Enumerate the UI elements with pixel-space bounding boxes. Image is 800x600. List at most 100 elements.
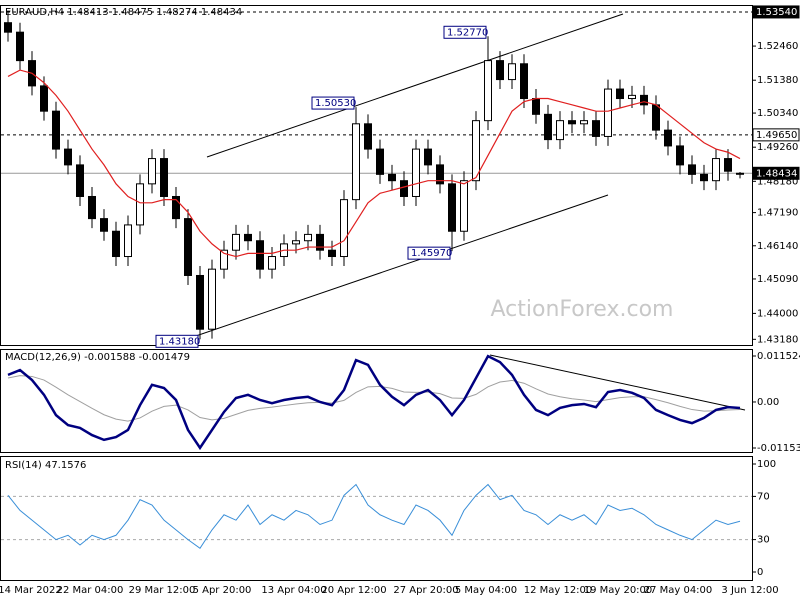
y-tick-label: 1.52460 bbox=[757, 41, 798, 52]
candle-body bbox=[76, 164, 84, 197]
y-tick-label: 70 bbox=[757, 491, 770, 502]
y-tick-label: 0.011524 bbox=[757, 351, 800, 362]
candle-body bbox=[316, 233, 324, 251]
candle-body bbox=[736, 172, 744, 175]
signal-line bbox=[7, 375, 741, 422]
watermark: ActionForex.com bbox=[491, 297, 674, 322]
panel-title: MACD(12,26,9) -0.001588 -0.001479 bbox=[5, 352, 190, 363]
moving-average bbox=[7, 69, 741, 258]
candle-body bbox=[220, 249, 228, 270]
y-tick-label: 1.46140 bbox=[757, 241, 798, 252]
price-box bbox=[752, 166, 800, 180]
annotation-label: 1.45970 bbox=[411, 248, 452, 259]
annotation-box bbox=[311, 96, 355, 110]
candle-body bbox=[364, 123, 372, 150]
candle-body bbox=[412, 148, 420, 197]
y-tick-label: 0 bbox=[757, 567, 763, 578]
candle-body bbox=[472, 120, 480, 182]
candle-body bbox=[532, 98, 540, 115]
candle-body bbox=[724, 158, 732, 172]
candle-body bbox=[484, 60, 492, 122]
x-tick-label: 14 Mar 2022 bbox=[0, 585, 62, 596]
candle-body bbox=[40, 85, 48, 112]
candle-body bbox=[100, 218, 108, 232]
x-tick-label: 12 May 12:00 bbox=[524, 585, 593, 596]
candle-body bbox=[352, 123, 360, 201]
candle-body bbox=[64, 148, 72, 166]
candle-body bbox=[112, 230, 120, 258]
candle-body bbox=[460, 180, 468, 232]
candle-body bbox=[580, 120, 588, 125]
candle-body bbox=[628, 94, 636, 100]
y-tick-label: 0.00 bbox=[757, 397, 779, 408]
candle-body bbox=[616, 88, 624, 100]
y-tick-label: 1.51380 bbox=[757, 75, 798, 86]
candle-body bbox=[184, 218, 192, 276]
candle-body bbox=[448, 183, 456, 232]
rsi-line bbox=[7, 483, 741, 549]
y-tick-label: -0.011537 bbox=[757, 443, 800, 454]
x-tick-label: 3 Jun 12:00 bbox=[721, 585, 778, 596]
x-tick-label: 27 May 04:00 bbox=[644, 585, 713, 596]
candle-body bbox=[304, 233, 312, 242]
candle-body bbox=[700, 173, 708, 182]
candle-body bbox=[148, 158, 156, 185]
price-box bbox=[752, 5, 800, 19]
y-tick-label: 1.48180 bbox=[757, 176, 798, 187]
y-tick-label: 100 bbox=[757, 459, 776, 470]
channel-lower bbox=[189, 194, 609, 339]
macd-panel bbox=[0, 349, 753, 453]
x-tick-label: 19 May 20:00 bbox=[584, 585, 653, 596]
macd-line bbox=[7, 354, 741, 451]
candle-body bbox=[328, 249, 336, 258]
candle-body bbox=[604, 88, 612, 137]
candle-body bbox=[688, 164, 696, 175]
candle-body bbox=[652, 104, 660, 131]
y-tick-label: 1.49260 bbox=[757, 142, 798, 153]
candle-body bbox=[16, 31, 24, 62]
x-tick-label: 20 Apr 12:00 bbox=[321, 585, 386, 596]
candle-body bbox=[556, 120, 564, 141]
rsi-panel bbox=[0, 456, 753, 581]
candle-body bbox=[388, 173, 396, 182]
x-tick-label: 22 Mar 04:00 bbox=[57, 585, 124, 596]
price-box bbox=[752, 128, 800, 142]
candle-body bbox=[520, 63, 528, 100]
annotation-label: 1.43180 bbox=[159, 336, 200, 347]
annotation-box bbox=[155, 334, 199, 348]
y-tick-label: 1.44000 bbox=[757, 308, 798, 319]
candle-body bbox=[208, 268, 216, 330]
candle-body bbox=[292, 240, 300, 245]
candle-body bbox=[424, 148, 432, 166]
candle-body bbox=[496, 60, 504, 81]
candle-body bbox=[544, 113, 552, 141]
panel-title: RSI(14) 47.1576 bbox=[5, 460, 86, 471]
annotation-label: 1.50530 bbox=[315, 98, 356, 109]
y-tick-label: 1.45090 bbox=[757, 274, 798, 285]
candle-body bbox=[400, 180, 408, 197]
candle-body bbox=[124, 224, 132, 258]
candle-body bbox=[712, 158, 720, 182]
y-tick-label: 1.50340 bbox=[757, 108, 798, 119]
annotation-label: 1.52770 bbox=[447, 27, 488, 38]
y-tick-label: 1.43180 bbox=[757, 334, 798, 345]
candle-body bbox=[268, 256, 276, 270]
x-tick-label: 5 May 04:00 bbox=[455, 585, 517, 596]
candle-body bbox=[172, 195, 180, 220]
candle-body bbox=[196, 274, 204, 330]
macd-trendline bbox=[489, 354, 746, 411]
y-tick-label: 1.47190 bbox=[757, 208, 798, 219]
candle-body bbox=[568, 120, 576, 125]
candle-body bbox=[592, 120, 600, 137]
candle-body bbox=[508, 63, 516, 81]
x-tick-label: 5 Apr 20:00 bbox=[193, 585, 252, 596]
candle-body bbox=[676, 145, 684, 166]
annotation-box bbox=[407, 246, 451, 260]
annotation-box bbox=[443, 25, 487, 39]
candle-body bbox=[232, 233, 240, 251]
candle-body bbox=[244, 233, 252, 242]
candle-body bbox=[640, 94, 648, 106]
price-box-label: 1.48434 bbox=[756, 168, 797, 179]
